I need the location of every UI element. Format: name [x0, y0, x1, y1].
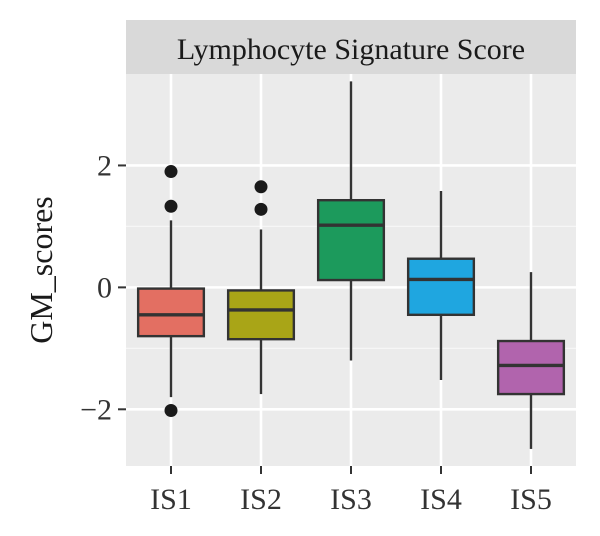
box-body [406, 257, 476, 317]
box-body [496, 339, 566, 396]
facet-strip [126, 20, 576, 74]
x-tick-label: IS1 [150, 483, 192, 516]
x-tick-label: IS5 [510, 483, 552, 516]
box-body [136, 287, 206, 338]
box-IS3 [316, 81, 386, 361]
y-tick-label: 2 [97, 149, 112, 182]
box-IS1 [136, 165, 206, 418]
box-IS4 [406, 191, 476, 381]
y-axis: −2 0 2 [80, 149, 126, 426]
x-tick-label: IS4 [420, 483, 462, 516]
y-axis-title: GM_scores [23, 196, 59, 344]
outlier-point [254, 202, 268, 216]
x-tick-label: IS3 [330, 483, 372, 516]
outlier-point [254, 180, 268, 194]
boxes [136, 81, 566, 449]
outlier-point [164, 199, 178, 213]
y-tick-label: 0 [97, 271, 112, 304]
facet-strip-label: Lymphocyte Signature Score [177, 33, 525, 66]
x-axis: IS1 IS2 IS3 IS4 IS5 [150, 466, 552, 516]
x-tick-label: IS2 [240, 483, 282, 516]
box-body [316, 198, 386, 282]
box-IS5 [496, 272, 566, 449]
box-IS2 [226, 180, 296, 395]
y-tick-label: −2 [80, 393, 112, 426]
outlier-point [164, 165, 178, 179]
box-body [226, 289, 296, 341]
outlier-point [164, 404, 178, 418]
